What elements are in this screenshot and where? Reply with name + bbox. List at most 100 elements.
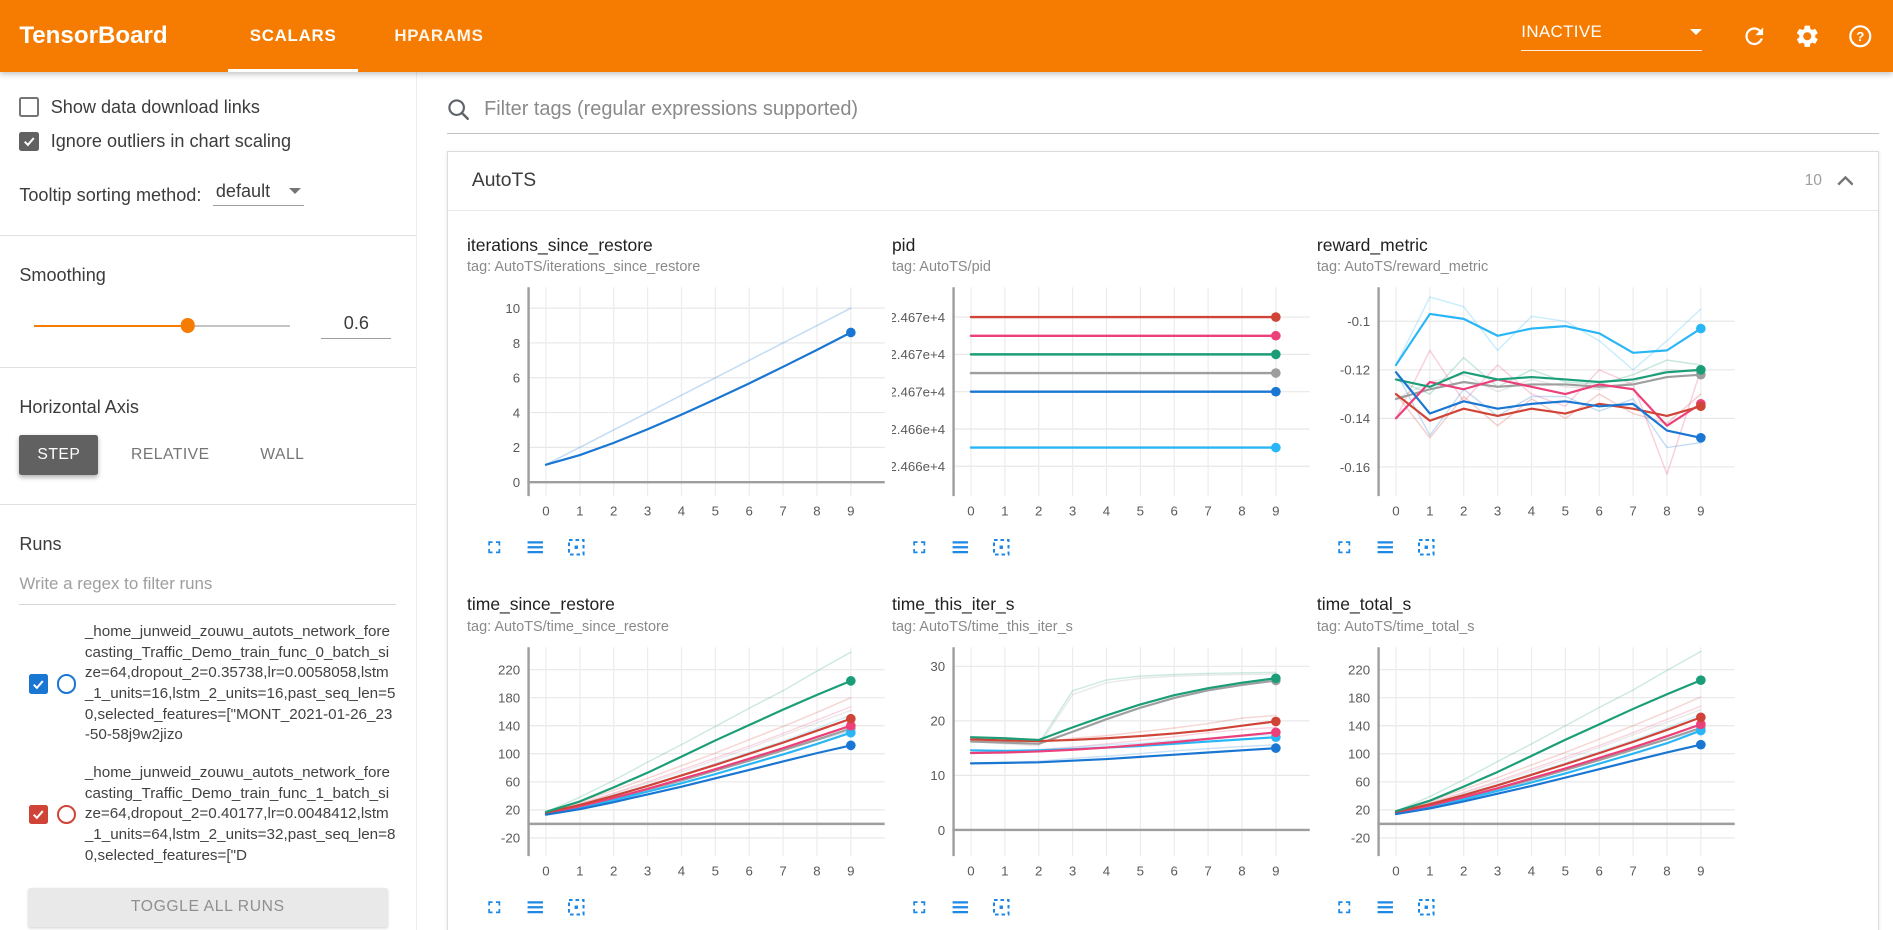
fit-domain-icon[interactable] xyxy=(566,537,587,558)
ignore-outliers-option[interactable]: Ignore outliers in chart scaling xyxy=(19,131,396,152)
run-checkbox[interactable] xyxy=(28,804,49,825)
settings-gear-icon[interactable] xyxy=(1794,23,1821,50)
divider xyxy=(0,367,416,369)
run-name: _home_junweid_zouwu_autots_network_forec… xyxy=(84,763,396,864)
section-header[interactable]: AutoTS 10 xyxy=(447,152,1878,211)
relative-axis-button[interactable]: RELATIVE xyxy=(113,435,228,475)
charts-grid: iterations_since_restore tag: AutoTS/ite… xyxy=(448,211,1878,930)
tooltip-sorting-label: Tooltip sorting method: xyxy=(19,185,202,206)
toggle-all-runs-button[interactable]: TOGGLE ALL RUNS xyxy=(27,888,388,927)
svg-text:4: 4 xyxy=(1528,504,1535,519)
svg-text:6: 6 xyxy=(1595,504,1602,519)
wall-axis-button[interactable]: WALL xyxy=(242,435,322,475)
scalar-chart-card: iterations_since_restore tag: AutoTS/ite… xyxy=(467,235,890,558)
expand-chart-icon[interactable] xyxy=(909,897,930,918)
runs-menu-icon[interactable] xyxy=(525,537,546,558)
svg-text:60: 60 xyxy=(1355,774,1370,789)
svg-text:6: 6 xyxy=(513,371,520,386)
expand-chart-icon[interactable] xyxy=(484,897,505,918)
runs-menu-icon[interactable] xyxy=(525,897,546,918)
svg-text:0: 0 xyxy=(513,475,520,490)
show-download-links-option[interactable]: Show data download links xyxy=(19,97,396,118)
chart-plot[interactable]: 2.467e+4 2.467e+4 2.467e+4 2.466e+4 2.466e+4… xyxy=(892,280,1315,527)
fit-domain-icon[interactable] xyxy=(1416,537,1437,558)
expand-chart-icon[interactable] xyxy=(1334,897,1355,918)
reload-status-dropdown[interactable]: INACTIVE xyxy=(1521,22,1703,51)
refresh-icon[interactable] xyxy=(1741,23,1768,50)
run-radio[interactable] xyxy=(56,804,77,825)
chart-plot[interactable]: 220 180 140 100 60 20 -20 0 1 2 3 4 5 6 7 8 9 xyxy=(467,640,890,887)
smoothing-value[interactable]: 0.6 xyxy=(321,313,392,339)
expand-chart-icon[interactable] xyxy=(909,537,930,558)
section-title: AutoTS xyxy=(471,169,537,191)
svg-text:2.466e+4: 2.466e+4 xyxy=(892,459,945,474)
option-label: Ignore outliers in chart scaling xyxy=(50,130,292,151)
svg-text:-0.1: -0.1 xyxy=(1347,314,1370,329)
svg-text:4: 4 xyxy=(1103,863,1110,878)
search-icon xyxy=(447,98,470,121)
step-axis-button[interactable]: STEP xyxy=(19,435,99,476)
divider xyxy=(0,504,416,505)
svg-text:4: 4 xyxy=(1528,863,1535,878)
chart-plot[interactable]: 220 180 140 100 60 20 -20 0 1 2 3 4 5 6 7 8 9 xyxy=(1317,640,1740,887)
fit-domain-icon[interactable] xyxy=(991,897,1012,918)
runs-menu-icon[interactable] xyxy=(950,897,971,918)
download-links-checkbox[interactable] xyxy=(19,97,39,117)
ignore-outliers-checkbox[interactable] xyxy=(19,131,39,151)
svg-text:0: 0 xyxy=(1392,504,1399,519)
help-icon[interactable]: ? xyxy=(1847,23,1874,50)
chevron-down-icon xyxy=(289,188,302,195)
horizontal-axis-label: Horizontal Axis xyxy=(19,397,139,418)
run-item[interactable]: _home_junweid_zouwu_autots_network_forec… xyxy=(19,763,396,866)
svg-text:6: 6 xyxy=(1595,863,1602,878)
run-radio[interactable] xyxy=(56,674,77,694)
smoothing-slider[interactable] xyxy=(33,317,290,334)
expand-chart-icon[interactable] xyxy=(484,537,505,558)
tab-scalars[interactable]: SCALARS xyxy=(228,0,359,73)
svg-text:1: 1 xyxy=(1426,863,1433,878)
svg-text:20: 20 xyxy=(930,713,945,728)
app-title: TensorBoard xyxy=(19,22,168,50)
svg-text:10: 10 xyxy=(505,301,520,316)
svg-text:0: 0 xyxy=(967,504,974,519)
svg-text:-0.12: -0.12 xyxy=(1340,363,1370,378)
fit-domain-icon[interactable] xyxy=(566,897,587,918)
tag-filter-input[interactable] xyxy=(481,96,1879,122)
svg-text:2.466e+4: 2.466e+4 xyxy=(892,422,945,437)
chart-plot[interactable]: -0.1 -0.12 -0.14 -0.16 0 1 2 3 4 5 6 7 8 9 xyxy=(1317,280,1740,527)
svg-text:8: 8 xyxy=(513,336,520,351)
runs-menu-icon[interactable] xyxy=(1375,537,1396,558)
runs-filter-input[interactable] xyxy=(19,567,397,605)
svg-text:-0.14: -0.14 xyxy=(1340,411,1370,426)
svg-text:100: 100 xyxy=(1348,746,1370,761)
svg-text:3: 3 xyxy=(644,863,651,878)
chart-actions xyxy=(892,897,1315,918)
chevron-up-icon[interactable] xyxy=(1836,175,1854,186)
svg-text:3: 3 xyxy=(1494,504,1501,519)
scalar-chart-card: reward_metric tag: AutoTS/reward_metric … xyxy=(1317,235,1740,558)
autots-section-card: AutoTS 10 iterations_since_restore tag: … xyxy=(446,150,1879,930)
top-bar: TensorBoard SCALARS HPARAMS INACTIVE ? xyxy=(0,0,1893,73)
svg-text:30: 30 xyxy=(930,659,945,674)
smoothing-slider-thumb[interactable] xyxy=(180,318,195,333)
run-item[interactable]: _home_junweid_zouwu_autots_network_forec… xyxy=(19,622,396,746)
section-meta: 10 xyxy=(1805,172,1854,190)
chart-plot[interactable]: 30 20 10 0 0 1 2 3 4 5 6 7 8 9 xyxy=(892,640,1315,887)
smoothing-row: 0.6 xyxy=(19,313,396,339)
svg-text:100: 100 xyxy=(498,746,520,761)
runs-menu-icon[interactable] xyxy=(1375,897,1396,918)
svg-text:180: 180 xyxy=(498,690,520,705)
chart-plot[interactable]: 0 2 4 6 8 10 0 1 2 3 4 5 6 7 8 9 xyxy=(467,280,890,527)
svg-text:140: 140 xyxy=(1348,718,1370,733)
fit-domain-icon[interactable] xyxy=(1416,897,1437,918)
svg-text:9: 9 xyxy=(847,863,854,878)
fit-domain-icon[interactable] xyxy=(991,537,1012,558)
tooltip-sorting-dropdown[interactable]: default xyxy=(213,181,304,207)
run-checkbox[interactable] xyxy=(28,674,49,694)
svg-text:9: 9 xyxy=(847,504,854,519)
svg-text:0: 0 xyxy=(542,504,549,519)
runs-menu-icon[interactable] xyxy=(950,537,971,558)
tab-hparams[interactable]: HPARAMS xyxy=(394,25,484,45)
chart-tag: tag: AutoTS/time_this_iter_s xyxy=(891,618,1073,635)
expand-chart-icon[interactable] xyxy=(1334,537,1355,558)
